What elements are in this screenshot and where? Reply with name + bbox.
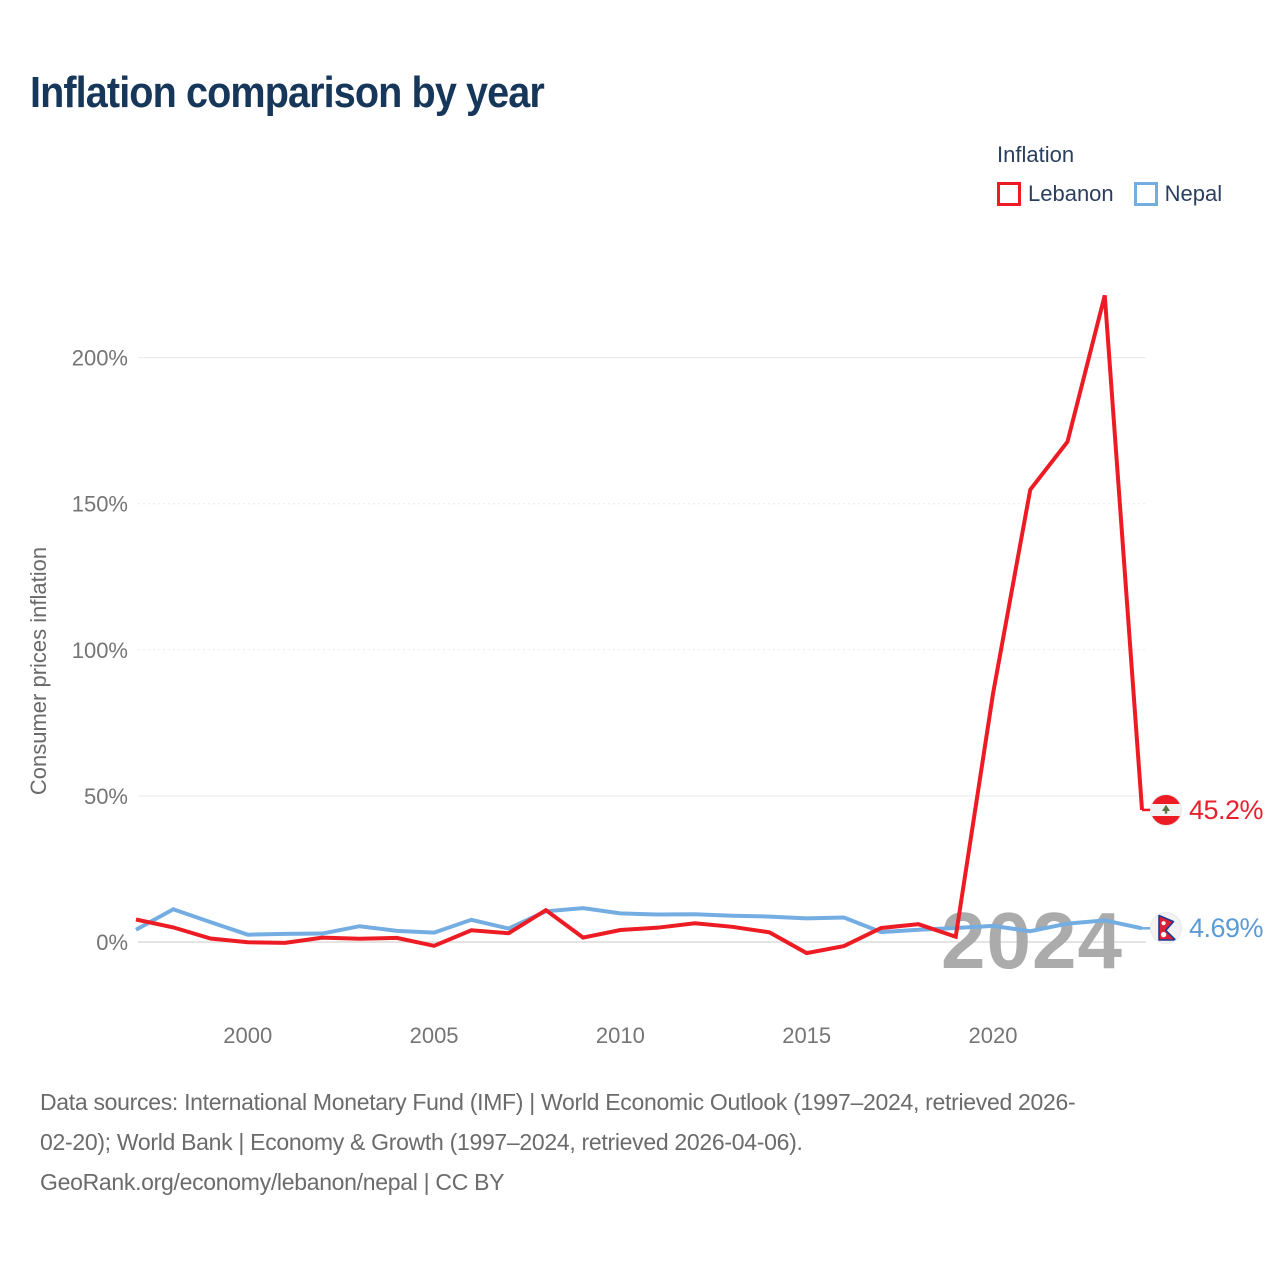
footer-line: GeoRank.org/economy/lebanon/nepal | CC B… bbox=[40, 1169, 505, 1195]
legend-item-lebanon: Lebanon bbox=[997, 181, 1114, 207]
footer-line: Data sources: International Monetary Fun… bbox=[40, 1089, 1076, 1115]
y-tick-label: 150% bbox=[72, 492, 128, 517]
series-line-nepal bbox=[135, 906, 1143, 937]
legend-swatch-nepal bbox=[1133, 182, 1158, 206]
x-tick-label: 2010 bbox=[596, 1023, 645, 1048]
lebanon-value-label: 45.2% bbox=[1189, 794, 1264, 825]
y-axis-title: Consumer prices inflation bbox=[26, 547, 51, 795]
x-tick-label: 2015 bbox=[782, 1023, 831, 1048]
series-line-lebanon bbox=[135, 294, 1145, 956]
legend-items: Lebanon Nepal bbox=[997, 181, 1222, 207]
footer-line: 02-20); World Bank | Economy & Growth (1… bbox=[40, 1129, 803, 1155]
nepal-value-label: 4.69% bbox=[1189, 912, 1264, 943]
year-watermark: 2024 bbox=[941, 896, 1123, 985]
legend-label-lebanon: Lebanon bbox=[1028, 181, 1114, 206]
lebanon-flag-icon bbox=[1150, 794, 1182, 826]
legend-item-nepal: Nepal bbox=[1133, 181, 1223, 207]
x-tick-label: 2020 bbox=[969, 1023, 1018, 1048]
x-tick-label: 2005 bbox=[410, 1023, 459, 1048]
legend-swatch-lebanon bbox=[997, 182, 1021, 206]
nepal-end-label: 4.69% bbox=[1150, 911, 1264, 945]
page-title: Inflation comparison by year bbox=[30, 68, 545, 117]
lebanon-end-label: 45.2% bbox=[1150, 793, 1264, 827]
legend-title: Inflation bbox=[997, 142, 1075, 167]
legend-label-nepal: Nepal bbox=[1164, 181, 1223, 206]
y-tick-label: 0% bbox=[96, 930, 128, 955]
y-tick-label: 50% bbox=[84, 784, 128, 809]
footer-attribution: Data sources: International Monetary Fun… bbox=[40, 1082, 1260, 1202]
x-tick-label: 2000 bbox=[223, 1023, 272, 1048]
y-tick-label: 200% bbox=[72, 346, 128, 371]
y-tick-label: 100% bbox=[72, 638, 128, 663]
nepal-flag-icon bbox=[1150, 912, 1182, 944]
legend: Inflation Lebanon Nepal bbox=[997, 142, 1222, 207]
